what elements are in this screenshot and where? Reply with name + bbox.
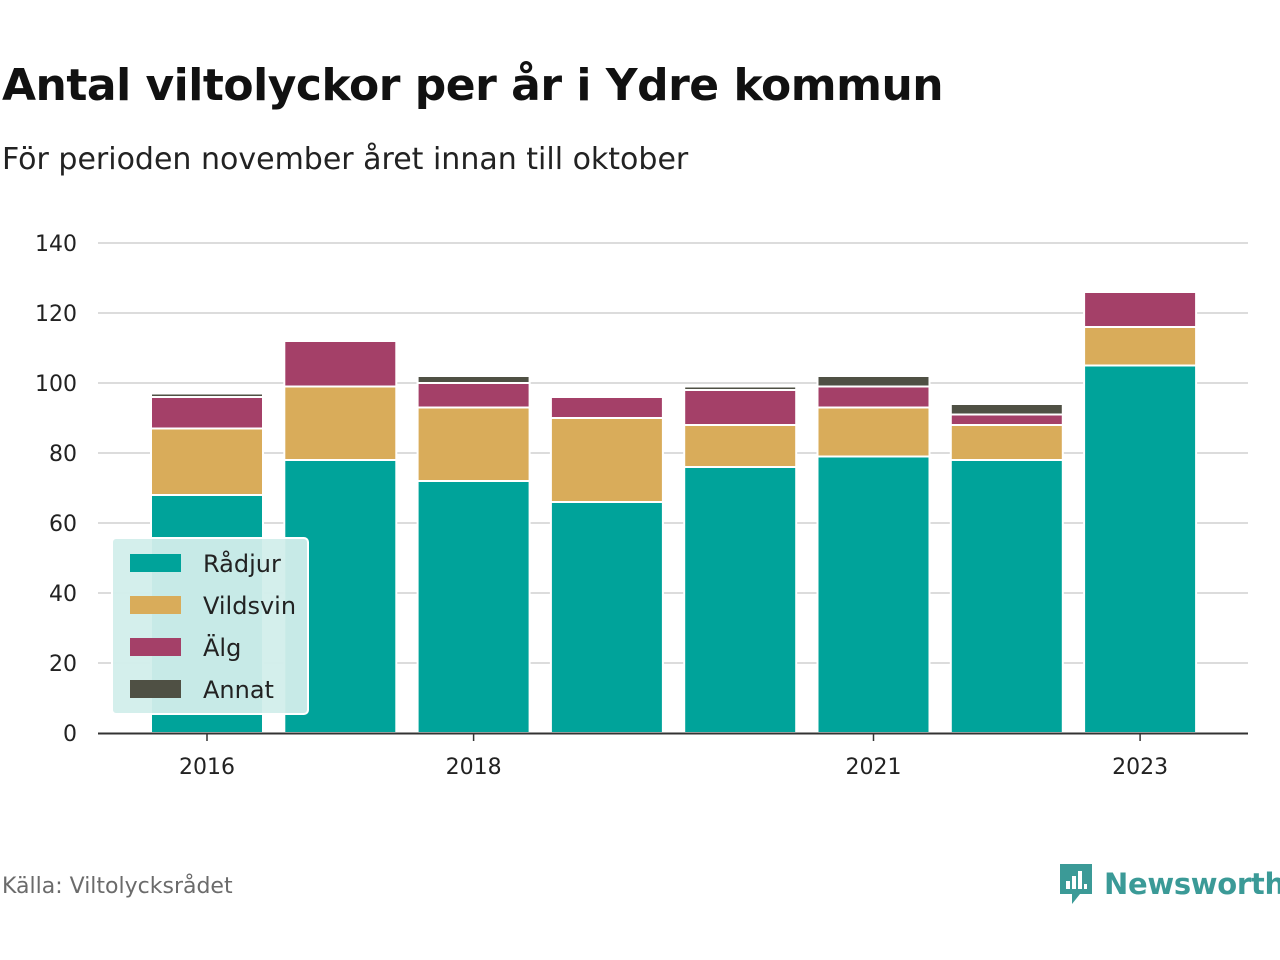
y-tick-label: 60 [49, 512, 77, 537]
bar-segment [150, 392, 264, 398]
bar-segment [816, 375, 931, 388]
legend-label: Rådjur [203, 549, 281, 578]
x-tick-label: 2021 [846, 755, 902, 780]
bar-segment [816, 406, 931, 458]
y-tick-label: 40 [49, 582, 77, 607]
legend-swatch [130, 596, 181, 614]
legend-label: Annat [203, 676, 274, 704]
brand-name: Newsworthy [1104, 867, 1280, 901]
bar-segment [949, 413, 1064, 426]
newsworthy-brand[interactable]: Newsworthy [1058, 862, 1280, 906]
newsworthy-logo-icon [1060, 864, 1092, 904]
bar-segment [283, 340, 398, 388]
legend-box [111, 537, 309, 715]
chart-subtitle: För perioden november året innan till ok… [2, 142, 689, 177]
legend: Rådjur Vildsvin Älg Annat [111, 537, 309, 715]
y-tick-label: 140 [35, 232, 77, 257]
bar-segment [549, 396, 664, 419]
y-tick-label: 0 [63, 722, 77, 747]
x-tick-label: 2018 [446, 755, 502, 780]
legend-swatch [130, 680, 181, 698]
chart-title: Antal viltolyckor per år i Ydre kommun [2, 60, 944, 111]
bar-segment [816, 385, 931, 409]
x-tick-label: 2023 [1112, 755, 1168, 780]
y-tick-label: 100 [35, 372, 77, 397]
x-tick-label: 2016 [179, 755, 235, 780]
bar-segment [416, 382, 531, 409]
legend-label: Vildsvin [203, 592, 296, 620]
bar-segment [949, 403, 1064, 416]
bar-segment [683, 385, 798, 391]
bar-segment [949, 459, 1064, 734]
legend-swatch [130, 638, 181, 656]
bar-segment [816, 455, 931, 734]
legend-label: Älg [203, 633, 241, 662]
bar-segment [683, 424, 798, 468]
bar-segment [549, 417, 664, 503]
bar-segment [549, 501, 664, 734]
bar-segment [416, 406, 531, 482]
y-axis-ticks: 0 20 40 60 80 100 120 140 [35, 232, 77, 747]
legend-swatch [130, 554, 181, 572]
bar-segment [1083, 364, 1198, 734]
bar-segment [150, 396, 264, 430]
x-axis-ticks: 2016 2018 2021 2023 [179, 733, 1168, 780]
bar-segment [683, 389, 798, 426]
bar-segment [1083, 326, 1198, 367]
bar-segment [949, 424, 1064, 461]
bar-segment [150, 427, 264, 496]
y-tick-label: 20 [49, 652, 77, 677]
bar-segment [283, 385, 398, 461]
y-tick-label: 120 [35, 302, 77, 327]
bar-segment [416, 375, 531, 384]
bar-segment [416, 480, 531, 734]
source-note: Källa: Viltolycksrådet [2, 874, 233, 899]
y-tick-label: 80 [49, 442, 77, 467]
bar-segment [683, 466, 798, 734]
bar-segment [1083, 291, 1198, 328]
